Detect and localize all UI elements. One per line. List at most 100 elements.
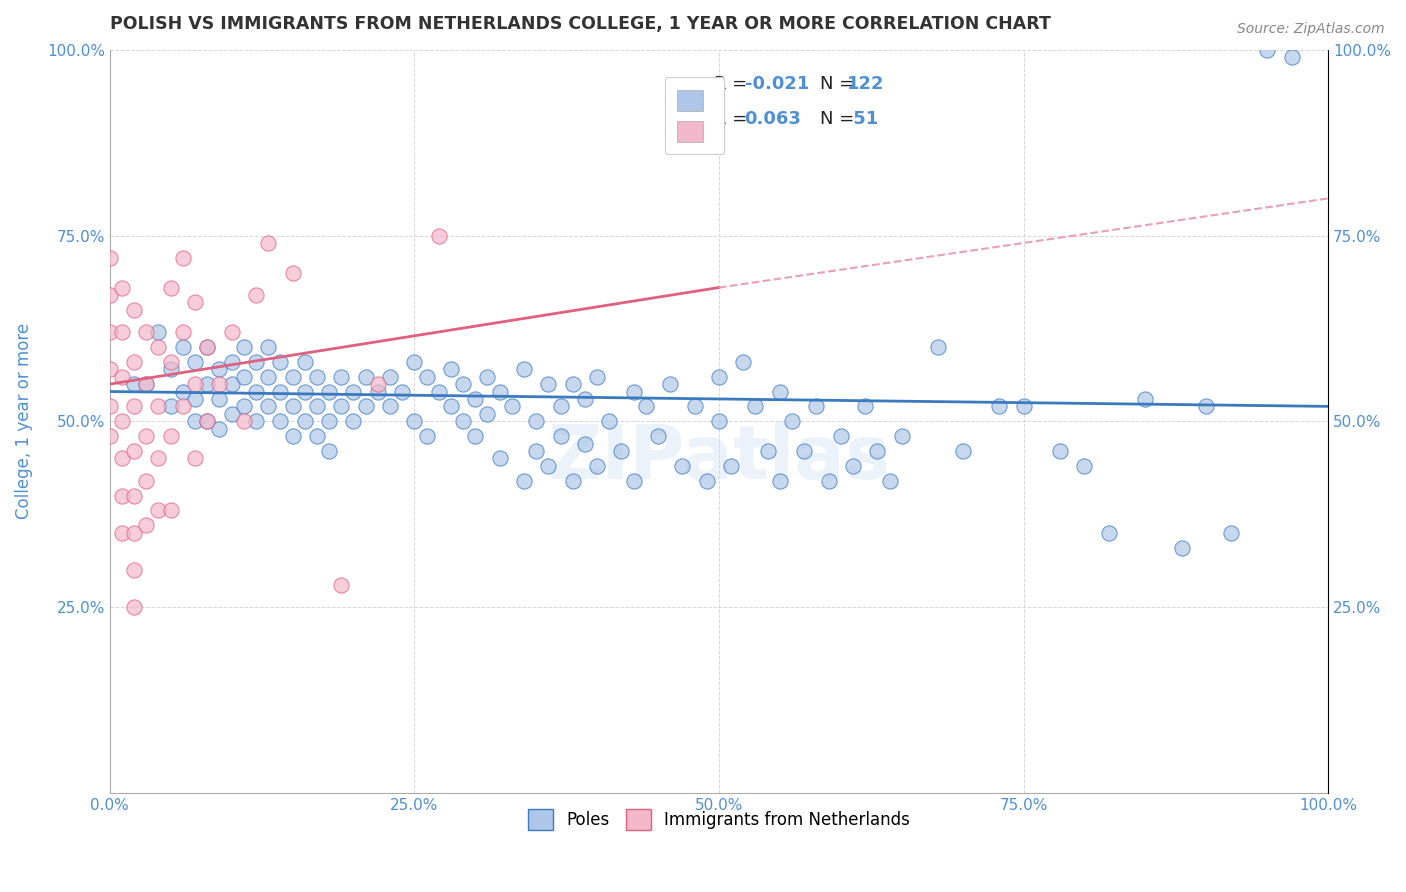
Point [756, 444, 779, 458]
Text: N =: N = [820, 110, 860, 128]
Point [477, 369, 499, 384]
Point [184, 377, 207, 392]
Point [404, 355, 426, 369]
Point [780, 414, 803, 428]
Point [501, 400, 523, 414]
Point [427, 228, 450, 243]
Point [281, 400, 304, 414]
Point [524, 444, 547, 458]
Point [195, 414, 218, 428]
Point [122, 377, 145, 392]
Point [707, 369, 730, 384]
Point [148, 400, 170, 414]
Point [232, 400, 254, 414]
Point [488, 451, 510, 466]
Point [464, 392, 486, 406]
Point [172, 325, 194, 339]
Point [952, 444, 974, 458]
Point [195, 414, 218, 428]
Point [451, 414, 474, 428]
Point [769, 474, 792, 488]
Point [221, 355, 243, 369]
Point [111, 325, 134, 339]
Point [135, 377, 157, 392]
Point [305, 400, 328, 414]
Point [574, 392, 596, 406]
Point [281, 429, 304, 443]
Point [221, 325, 243, 339]
Point [537, 377, 560, 392]
Point [879, 474, 901, 488]
Point [257, 369, 280, 384]
Point [257, 235, 280, 250]
Text: 51: 51 [846, 110, 879, 128]
Point [415, 429, 437, 443]
Point [1256, 43, 1278, 57]
Point [257, 400, 280, 414]
Point [122, 489, 145, 503]
Point [281, 266, 304, 280]
Point [1098, 525, 1121, 540]
Point [537, 458, 560, 473]
Point [769, 384, 792, 399]
Point [1073, 458, 1095, 473]
Y-axis label: College, 1 year or more: College, 1 year or more [15, 323, 32, 519]
Point [148, 340, 170, 354]
Point [294, 414, 316, 428]
Point [927, 340, 949, 354]
Point [208, 362, 231, 376]
Point [159, 429, 181, 443]
Point [195, 377, 218, 392]
Point [451, 377, 474, 392]
Point [330, 577, 353, 591]
Point [98, 362, 121, 376]
Point [305, 369, 328, 384]
Point [440, 362, 463, 376]
Point [208, 392, 231, 406]
Point [550, 400, 572, 414]
Point [98, 400, 121, 414]
Point [342, 414, 364, 428]
Point [1012, 400, 1035, 414]
Point [440, 400, 463, 414]
Point [159, 400, 181, 414]
Point [221, 377, 243, 392]
Point [318, 444, 340, 458]
Point [707, 414, 730, 428]
Point [683, 400, 706, 414]
Point [1135, 392, 1157, 406]
Text: N =: N = [820, 75, 860, 93]
Point [281, 369, 304, 384]
Point [122, 599, 145, 614]
Point [245, 414, 267, 428]
Point [232, 414, 254, 428]
Point [111, 369, 134, 384]
Point [647, 429, 669, 443]
Point [415, 369, 437, 384]
Point [623, 474, 645, 488]
Point [659, 377, 682, 392]
Point [464, 429, 486, 443]
Point [257, 340, 280, 354]
Point [550, 429, 572, 443]
Point [159, 503, 181, 517]
Point [404, 414, 426, 428]
Point [378, 400, 401, 414]
Point [232, 340, 254, 354]
Point [391, 384, 413, 399]
Point [367, 377, 389, 392]
Point [184, 392, 207, 406]
Point [98, 288, 121, 302]
Point [135, 518, 157, 533]
Point [830, 429, 852, 443]
Point [1049, 444, 1071, 458]
Point [111, 489, 134, 503]
Point [208, 377, 231, 392]
Point [561, 377, 583, 392]
Point [890, 429, 912, 443]
Point [184, 451, 207, 466]
Point [574, 436, 596, 450]
Point [477, 407, 499, 421]
Point [184, 295, 207, 310]
Point [98, 325, 121, 339]
